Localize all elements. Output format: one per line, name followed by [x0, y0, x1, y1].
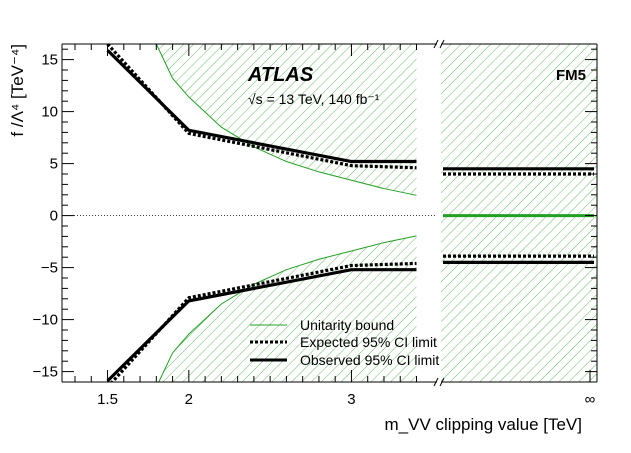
y-tick-label: 0 [50, 208, 58, 225]
x-tick-label: 2 [185, 391, 193, 408]
y-tick-label: 15 [41, 52, 58, 69]
experiment-label: ATLAS [247, 64, 314, 86]
legend-label-unitarity: Unitarity bound [300, 317, 394, 333]
observed-lower-curve [106, 268, 417, 382]
x-axis-title: m_VV clipping value [TeV] [385, 415, 583, 434]
y-tick-label: 10 [41, 104, 58, 121]
axis-break-gap [437, 42, 441, 384]
unitarity-lower-curve [158, 235, 417, 382]
legend-label-expected: Expected 95% CI limit [300, 334, 437, 350]
legend-label-observed: Observed 95% CI limit [300, 352, 439, 368]
operator-label: FM5 [556, 67, 586, 84]
legend: Unitarity bound Expected 95% CI limit Ob… [250, 317, 439, 368]
y-tick-label: −15 [33, 364, 58, 381]
hatch-lower-finite [156, 235, 417, 382]
x-tick-label: 1.5 [97, 391, 118, 408]
x-tick-label: 3 [347, 391, 355, 408]
unitarity-upper-curve [155, 44, 417, 196]
energy-lumi-label: √s = 13 TeV, 140 fb⁻¹ [248, 91, 380, 107]
y-tick-label: −10 [33, 312, 58, 329]
x-tick-label: ∞ [585, 391, 596, 408]
y-axis-title: f /Λ⁴ [TeV⁻⁴] [8, 44, 27, 137]
hatch-upper-finite [156, 44, 417, 196]
y-tick-label: −5 [41, 260, 58, 277]
observed-upper-curve [106, 49, 417, 164]
unitarity-excluded-hatch [156, 44, 597, 382]
hatch-infinity-region [441, 44, 597, 382]
y-tick-label: 5 [50, 156, 58, 173]
